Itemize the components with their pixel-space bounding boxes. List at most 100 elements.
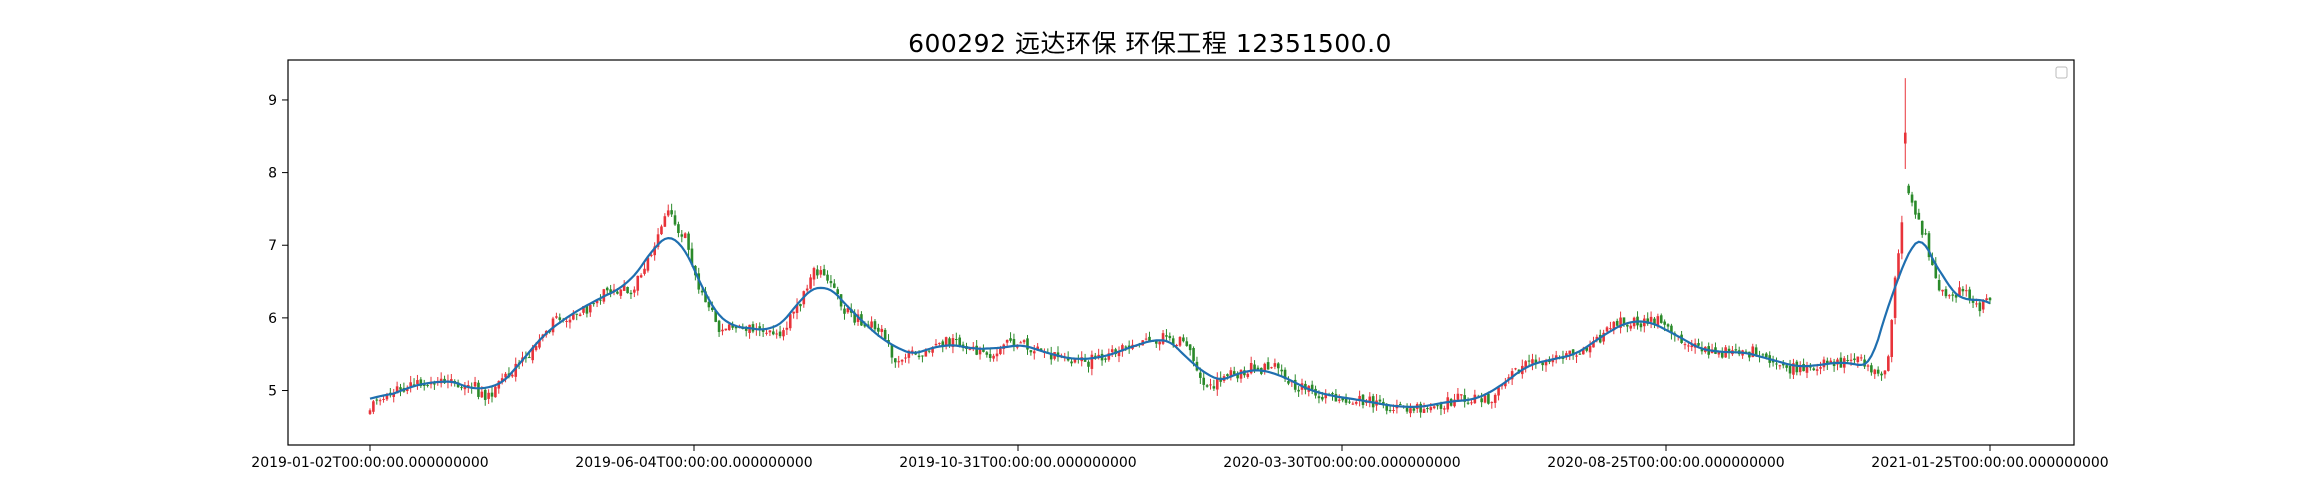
candle-body xyxy=(531,348,534,361)
candle-body xyxy=(924,350,928,357)
candle-body xyxy=(456,382,460,388)
candle-body xyxy=(1568,350,1572,354)
x-axis: 2019-01-02T00:00:00.000000000 2019-06-04T… xyxy=(251,445,2109,471)
candle-body xyxy=(1026,338,1029,350)
candle-body xyxy=(1032,351,1036,354)
candle-body xyxy=(497,381,501,389)
candle-body xyxy=(422,384,426,386)
x-tick-label: 2019-01-02T00:00:00.000000000 xyxy=(251,455,488,471)
candle-body xyxy=(1602,332,1605,342)
candle-body xyxy=(1873,369,1877,375)
candle-body xyxy=(1954,294,1958,298)
candle-body xyxy=(1419,403,1422,413)
candle-body xyxy=(1988,297,1992,301)
candle-body xyxy=(1937,280,1941,291)
candle-body xyxy=(853,312,856,323)
candle-body xyxy=(1405,407,1409,412)
candle-body xyxy=(1975,303,1978,305)
candle-body xyxy=(1009,338,1012,341)
candle-body xyxy=(938,342,941,344)
candle-body xyxy=(1931,258,1934,266)
candle-body xyxy=(1720,351,1724,358)
candle-body xyxy=(785,327,789,330)
candle-body xyxy=(1324,394,1328,399)
candle-body xyxy=(1398,404,1402,406)
candle-body xyxy=(880,328,884,332)
candle-body xyxy=(1283,369,1287,379)
candle-body xyxy=(1924,233,1927,235)
candle-body xyxy=(846,308,850,313)
candle-body xyxy=(1856,356,1860,363)
candle-body xyxy=(1941,289,1944,292)
candle-body xyxy=(1876,369,1880,374)
candle-body xyxy=(711,307,714,311)
candle-body xyxy=(883,329,887,340)
candle-body xyxy=(1846,360,1849,362)
candle-body xyxy=(1907,185,1910,194)
candle-body xyxy=(1202,377,1206,385)
candle-body xyxy=(490,392,494,397)
candle-body xyxy=(538,339,541,348)
candle-body xyxy=(395,386,399,394)
candle-body xyxy=(605,287,609,291)
candle-body xyxy=(565,320,568,322)
candle-body xyxy=(1785,365,1788,368)
candle-body xyxy=(1185,341,1189,346)
candle-body xyxy=(558,317,562,320)
candle-body xyxy=(1429,407,1433,411)
candle-body xyxy=(1293,379,1297,390)
candle-body xyxy=(1121,345,1124,352)
candle-body xyxy=(1910,194,1914,203)
candle-body xyxy=(1432,406,1436,409)
candle-body xyxy=(660,226,663,235)
candle-body xyxy=(1619,317,1622,328)
candle-body xyxy=(927,350,931,352)
candle-body xyxy=(1751,346,1755,358)
candle-body xyxy=(575,313,579,315)
candle-body xyxy=(1809,366,1812,368)
candle-body xyxy=(1754,347,1758,356)
candle-body xyxy=(1880,373,1883,376)
candles-layer xyxy=(368,78,1992,418)
candle-body xyxy=(412,384,416,386)
candle-body xyxy=(833,283,836,288)
candle-body xyxy=(1341,398,1344,401)
candle-body xyxy=(666,210,670,216)
candle-body xyxy=(1083,358,1087,362)
candle-body xyxy=(1985,298,1988,301)
candle-body xyxy=(1771,360,1775,363)
candle-body xyxy=(483,389,487,400)
candle-body xyxy=(690,248,694,265)
candle-body xyxy=(1951,294,1955,296)
candle-body xyxy=(568,319,572,323)
candle-body xyxy=(890,344,894,358)
candle-body xyxy=(629,292,633,295)
candle-body xyxy=(1585,347,1588,351)
candle-body xyxy=(870,321,873,328)
candle-body xyxy=(399,387,402,390)
candle-body xyxy=(765,332,768,334)
moving-average-line xyxy=(369,236,1991,408)
candle-body xyxy=(1161,333,1165,344)
candle-body xyxy=(1805,366,1809,373)
candle-body xyxy=(775,333,778,335)
candle-body xyxy=(917,355,921,358)
candle-body xyxy=(1436,405,1439,407)
candle-body xyxy=(1510,371,1514,380)
candle-body xyxy=(504,373,507,378)
candle-body xyxy=(551,318,555,333)
candle-body xyxy=(1148,336,1151,343)
candle-body xyxy=(1226,374,1229,377)
candle-body xyxy=(819,270,823,275)
candle-body xyxy=(1541,362,1544,366)
candle-body xyxy=(1615,320,1619,326)
candle-body xyxy=(1310,384,1314,390)
candle-body xyxy=(1948,295,1951,297)
candle-body xyxy=(1209,384,1212,386)
candle-body xyxy=(1073,358,1077,363)
candle-body xyxy=(1734,349,1738,351)
candle-body xyxy=(1653,318,1656,325)
candle-body xyxy=(931,347,934,353)
candle-body xyxy=(1890,320,1894,357)
